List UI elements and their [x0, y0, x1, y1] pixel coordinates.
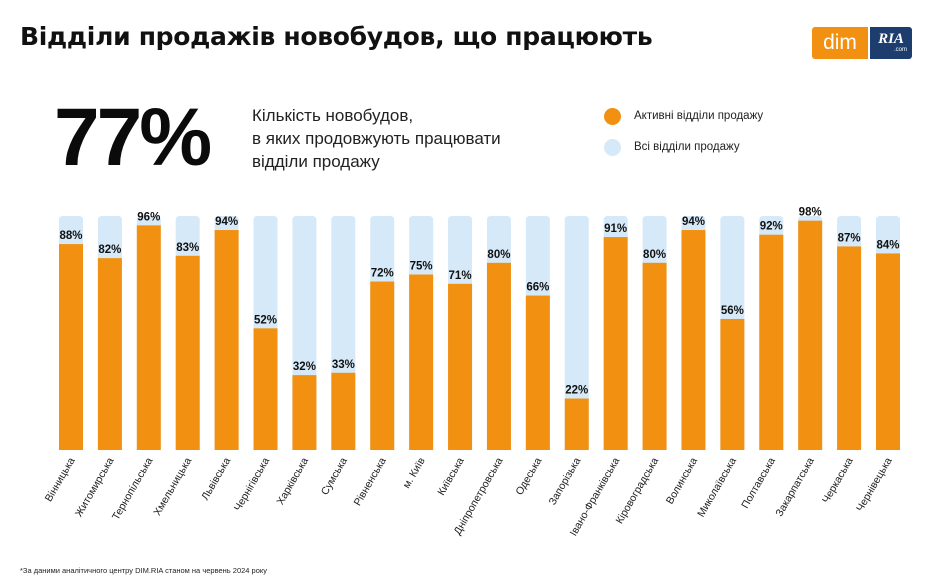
bar-active-1 — [97, 258, 122, 450]
x-tick-label-17: Миколаївська — [695, 455, 739, 519]
logo-ria-text: RIA — [878, 31, 904, 47]
bar-active-9 — [409, 274, 434, 450]
bar-value-label-21: 84% — [876, 239, 899, 251]
x-tick-label-21: Чернівецька — [854, 455, 895, 513]
x-tick-label-1: Житомирська — [73, 455, 117, 519]
bar-active-8 — [370, 281, 395, 450]
summary-percentage: 77% — [54, 92, 212, 183]
x-tick-label-3: Хмельницька — [151, 455, 194, 518]
x-tick-label-6: Харківська — [274, 455, 311, 507]
logo-dim-part: dim — [812, 27, 868, 59]
bar-chart: 88% Вінницька 82% Житомирська 96% Тернопільсь… — [43, 207, 900, 538]
bar-value-label-9: 75% — [410, 261, 433, 273]
bar-value-label-16: 94% — [682, 216, 705, 228]
x-tick-label-0: Вінницька — [43, 455, 78, 504]
legend-swatch-active — [604, 107, 621, 125]
bar-value-label-19: 98% — [799, 207, 822, 219]
x-tick-label-4: Львівська — [199, 455, 233, 502]
bar-value-label-5: 52% — [254, 314, 277, 326]
bar-value-label-17: 56% — [721, 305, 744, 317]
bar-value-label-14: 91% — [604, 223, 627, 235]
bar-value-label-4: 94% — [215, 216, 238, 228]
bar-active-12 — [525, 295, 550, 450]
bar-active-17 — [720, 318, 745, 450]
x-tick-label-19: Закарпатська — [773, 455, 817, 518]
bar-value-label-20: 87% — [838, 232, 861, 244]
x-tick-label-13: Запорізька — [547, 455, 584, 507]
bar-value-label-1: 82% — [98, 244, 121, 256]
bar-active-10 — [448, 283, 473, 450]
legend-item-active: Активні відділи продажу — [604, 106, 763, 126]
legend-label-active: Активні відділи продажу — [634, 110, 764, 122]
logo-ria-domain: .com — [893, 47, 907, 53]
legend-label-all: Всі відділи продажу — [634, 141, 740, 153]
x-tick-label-16: Волинська — [664, 455, 700, 506]
x-tick-label-20: Черкаська — [820, 455, 856, 505]
bar-value-label-2: 96% — [137, 211, 160, 223]
bar-active-5 — [253, 328, 278, 450]
bar-value-label-8: 72% — [371, 268, 394, 280]
bar-all-13 — [564, 216, 589, 450]
bar-active-6 — [292, 375, 317, 450]
bar-active-13 — [564, 398, 589, 450]
bar-active-21 — [876, 253, 900, 450]
bar-active-18 — [759, 234, 784, 450]
x-tick-label-5: Чернігівська — [232, 455, 272, 513]
footnote: *За даними аналітичного центру DIM.RIA с… — [20, 566, 267, 575]
bar-value-label-7: 33% — [332, 359, 355, 371]
x-tick-label-7: Сумська — [319, 455, 350, 497]
bar-active-14 — [603, 237, 628, 450]
bar-value-label-3: 83% — [176, 242, 199, 254]
x-tick-label-8: Рівненська — [352, 455, 389, 508]
summary-description: Кількість новобудов, в яких продовжують … — [252, 104, 572, 173]
bar-active-2 — [136, 225, 161, 450]
bar-value-label-15: 80% — [643, 249, 666, 261]
x-tick-label-15: Кіровоградська — [614, 455, 662, 526]
summary-description-line: в яких продовжують працювати — [252, 129, 501, 148]
bar-active-7 — [331, 372, 356, 450]
bar-value-label-6: 32% — [293, 361, 316, 373]
bar-active-19 — [798, 220, 823, 450]
chart-title: Відділи продажів новобудов, що працюють — [20, 22, 653, 51]
bar-value-label-10: 71% — [449, 270, 472, 282]
bar-active-3 — [175, 255, 200, 450]
legend-swatch-all — [604, 138, 621, 156]
bar-value-label-11: 80% — [487, 249, 510, 261]
legend-item-all: Всі відділи продажу — [604, 137, 763, 157]
bar-active-11 — [486, 262, 511, 450]
bar-active-0 — [59, 244, 83, 450]
bar-value-label-18: 92% — [760, 221, 783, 233]
x-tick-label-10: Київська — [435, 455, 466, 497]
bar-active-16 — [681, 230, 706, 450]
x-tick-label-9: м. Київ — [401, 455, 428, 490]
bar-value-label-0: 88% — [59, 230, 82, 242]
bar-active-4 — [214, 230, 239, 450]
chart-legend: Активні відділи продажу Всі відділи прод… — [604, 106, 763, 168]
x-tick-label-12: Одеська — [513, 455, 544, 497]
x-tick-label-2: Тернопільська — [110, 455, 156, 522]
bar-value-label-13: 22% — [565, 385, 588, 397]
bar-active-15 — [642, 262, 667, 450]
x-tick-label-18: Полтавська — [739, 455, 778, 510]
summary-description-line: Кількість новобудов, — [252, 106, 414, 125]
summary-description-line: відділи продажу — [252, 152, 380, 171]
logo-ria-part: RIA .com — [870, 27, 912, 59]
bar-active-20 — [837, 246, 862, 450]
bar-value-label-12: 66% — [526, 282, 549, 294]
dim-ria-logo: dim RIA .com — [812, 27, 912, 59]
